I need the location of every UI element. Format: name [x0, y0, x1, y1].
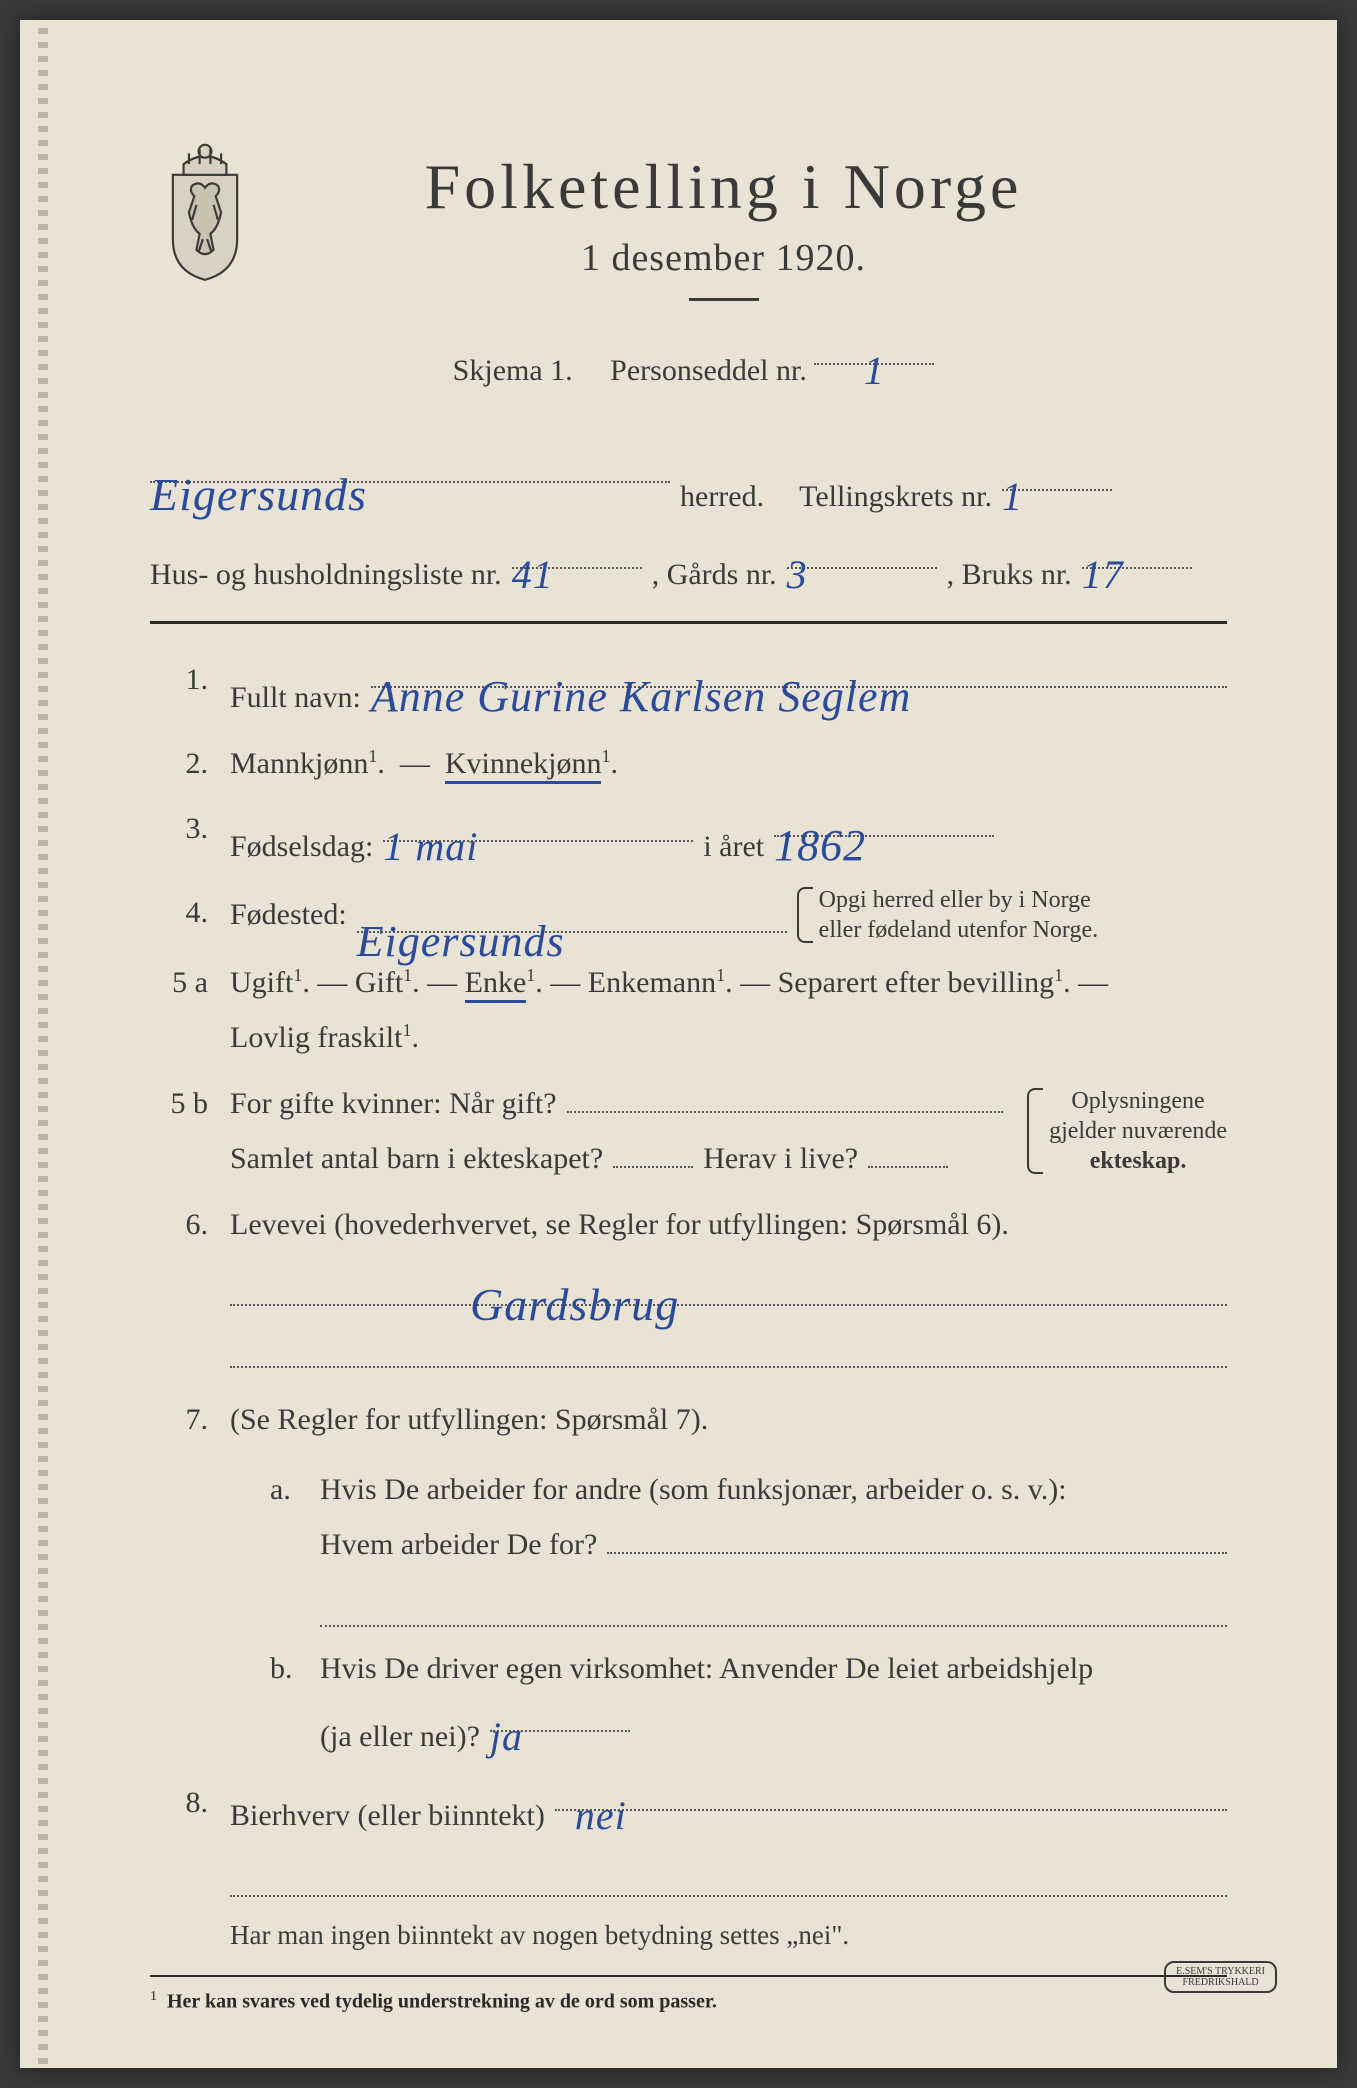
- q3: 3. Fødselsdag: 1 mai i året 1862: [150, 801, 1227, 875]
- q8: 8. Bierhverv (eller biinntekt) nei Har m…: [150, 1775, 1227, 1961]
- bruks-nr: 17: [1082, 552, 1124, 597]
- q4-note-l2: eller fødeland utenfor Norge.: [819, 917, 1098, 943]
- herred-label: herred.: [680, 468, 764, 525]
- herred-line: Eigersunds herred. Tellingskrets nr. 1: [150, 447, 1227, 525]
- title-divider: [689, 298, 759, 301]
- q7: 7. (Se Regler for utfyllingen: Spørsmål …: [150, 1392, 1227, 1765]
- q1-value: Anne Gurine Karlsen Seglem: [371, 672, 911, 721]
- herred-value: Eigersunds: [150, 469, 367, 520]
- q5a: 5 a Ugift1. — Gift1. — Enke1. — Enkemann…: [150, 955, 1227, 1066]
- q7b-value: ja: [490, 1714, 523, 1759]
- q4-note-l1: Opgi herred eller by i Norge: [819, 887, 1091, 913]
- coat-of-arms-icon: [150, 132, 260, 282]
- q7a-text2: Hvem arbeider De for?: [320, 1517, 597, 1573]
- printer-mark: E.SEM'S TRYKKERI FREDRIKSHALD: [1164, 1961, 1277, 1993]
- husholdning-nr: 41: [512, 552, 554, 597]
- q3-label-year: i året: [703, 819, 764, 875]
- q4: 4. Fødested: Eigersunds Opgi herred elle…: [150, 885, 1227, 945]
- q5b-note-l1: Oplysningene: [1071, 1088, 1204, 1114]
- printer-l1: E.SEM'S TRYKKERI: [1176, 1966, 1265, 1977]
- q1-label: Fullt navn:: [230, 670, 361, 726]
- q8-value: nei: [575, 1793, 627, 1838]
- q4-note: Opgi herred eller by i Norge eller fødel…: [797, 885, 1098, 945]
- census-form-page: Folketelling i Norge 1 desember 1920. Sk…: [20, 20, 1337, 2068]
- q5b-l2a: Samlet antal barn i ekteskapet?: [230, 1131, 603, 1187]
- skjema-label: Skjema 1.: [453, 354, 573, 387]
- q2-female: Kvinnekjønn: [445, 747, 602, 784]
- q8-num: 8.: [150, 1775, 208, 1961]
- q7b-text2: (ja eller nei)?: [320, 1709, 480, 1765]
- title-block: Folketelling i Norge 1 desember 1920. Sk…: [300, 150, 1227, 407]
- q2: 2. Mannkjønn1. — Kvinnekjønn1.: [150, 736, 1227, 792]
- q5a-gift: Gift: [355, 966, 403, 999]
- q5b-note-l3: ekteskap.: [1090, 1148, 1187, 1174]
- q8-label: Bierhverv (eller biinntekt): [230, 1788, 545, 1844]
- footnote: 1 Her kan svares ved tydelig understrekn…: [150, 1989, 1227, 2014]
- q7-num: 7.: [150, 1392, 208, 1765]
- tellingskrets-nr: 1: [1002, 474, 1023, 519]
- q6: 6. Levevei (hovederhvervet, se Regler fo…: [150, 1197, 1227, 1383]
- q1: 1. Fullt navn: Anne Gurine Karlsen Segle…: [150, 652, 1227, 726]
- q8-hint: Har man ingen biinntekt av nogen betydni…: [230, 1911, 1227, 1961]
- gards-label: , Gårds nr.: [652, 546, 777, 603]
- q3-num: 3.: [150, 801, 208, 875]
- hushold-line: Hus- og husholdningsliste nr. 41 , Gårds…: [150, 533, 1227, 603]
- main-title: Folketelling i Norge: [300, 150, 1147, 224]
- q5b-note: Oplysningene gjelder nuværende ekteskap.: [1027, 1086, 1227, 1176]
- husholdning-label: Hus- og husholdningsliste nr.: [150, 546, 502, 603]
- q4-label: Fødested:: [230, 887, 347, 943]
- q7-label: (Se Regler for utfyllingen: Spørsmål 7).: [230, 1403, 708, 1436]
- q4-num: 4.: [150, 885, 208, 945]
- q1-num: 1.: [150, 652, 208, 726]
- q6-answer-line-2: [230, 1320, 1227, 1368]
- q4-value: Eigersunds: [357, 917, 565, 966]
- bruks-label: , Bruks nr.: [947, 546, 1072, 603]
- q8-answer-line: [230, 1849, 1227, 1897]
- q3-value-day: 1 mai: [383, 824, 478, 869]
- header: Folketelling i Norge 1 desember 1920. Sk…: [150, 150, 1227, 407]
- footnote-text: Her kan svares ved tydelig understreknin…: [167, 1991, 717, 2013]
- q7a-label: a.: [270, 1462, 310, 1518]
- q5b: 5 b For gifte kvinner: Når gift? Samlet …: [150, 1076, 1227, 1187]
- q7a-text1: Hvis De arbeider for andre (som funksjon…: [320, 1462, 1067, 1518]
- q5a-num: 5 a: [150, 955, 208, 1066]
- q6-value: Gardsbrug: [470, 1262, 679, 1308]
- q5b-note-l2: gjelder nuværende: [1049, 1118, 1227, 1144]
- q5a-fraskilt: Lovlig fraskilt: [230, 1021, 402, 1054]
- personseddel-nr: 1: [864, 348, 885, 393]
- q5a-enke: Enke: [465, 966, 527, 1003]
- q6-label: Levevei (hovederhvervet, se Regler for u…: [230, 1208, 1009, 1241]
- q7a-answer-line: [320, 1579, 1227, 1627]
- q6-num: 6.: [150, 1197, 208, 1383]
- q5b-l1: For gifte kvinner: Når gift?: [230, 1076, 557, 1132]
- q2-male: Mannkjønn: [230, 747, 368, 780]
- q5a-separert: Separert efter bevilling: [778, 966, 1055, 999]
- tellingskrets-label: Tellingskrets nr.: [799, 468, 992, 525]
- section-divider: [150, 621, 1227, 624]
- q5a-enkemann: Enkemann: [588, 966, 716, 999]
- gards-nr: 3: [787, 552, 808, 597]
- q5a-ugift: Ugift: [230, 966, 293, 999]
- skjema-line: Skjema 1. Personseddel nr. 1: [300, 329, 1147, 399]
- subtitle: 1 desember 1920.: [300, 236, 1147, 280]
- q5b-l2b: Herav i live?: [703, 1131, 858, 1187]
- q3-value-year: 1862: [774, 821, 866, 870]
- printer-l2: FREDRIKSHALD: [1183, 1977, 1259, 1988]
- q6-answer-line: Gardsbrug: [230, 1258, 1227, 1306]
- q7b-label: b.: [270, 1641, 310, 1697]
- personseddel-label: Personseddel nr.: [610, 354, 807, 387]
- q2-num: 2.: [150, 736, 208, 792]
- q3-label-day: Fødselsdag:: [230, 819, 373, 875]
- q5b-num: 5 b: [150, 1076, 208, 1187]
- footnote-divider: [150, 1975, 1227, 1977]
- q7b-text1: Hvis De driver egen virksomhet: Anvender…: [320, 1641, 1093, 1697]
